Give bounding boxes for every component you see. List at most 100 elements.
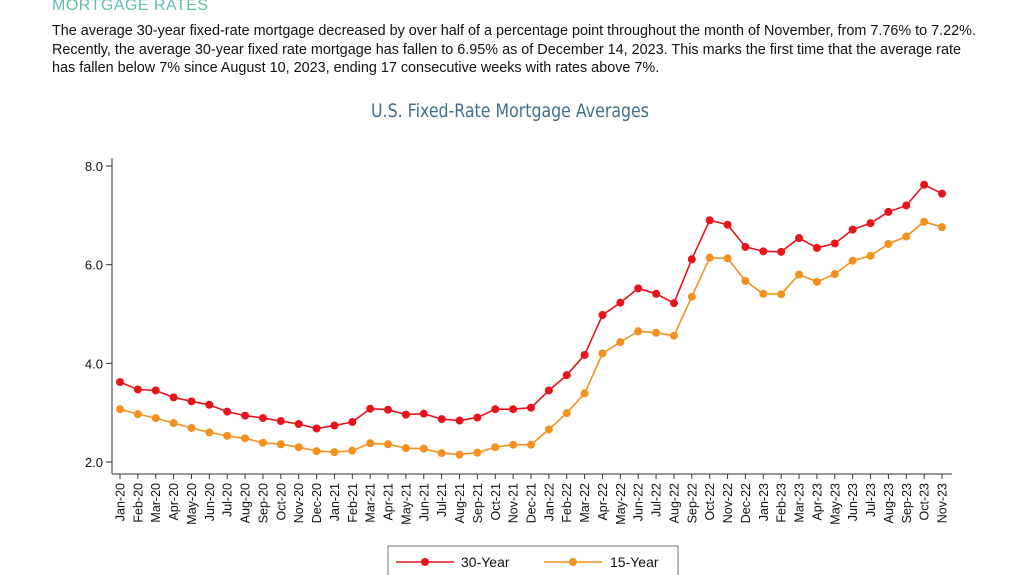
data-point-15-year <box>580 389 589 398</box>
data-point-15-year <box>205 428 214 437</box>
x-tick-label: Nov-20 <box>292 483 306 523</box>
x-tick-label: Mar-23 <box>793 483 807 523</box>
data-point-30-year <box>902 201 911 210</box>
data-point-30-year <box>241 411 250 420</box>
x-tick-label: Apr-22 <box>596 483 610 521</box>
x-tick-label: Jun-23 <box>846 483 860 521</box>
data-point-30-year <box>527 403 535 412</box>
x-tick-label: Oct-20 <box>274 483 288 521</box>
data-point-30-year <box>741 242 750 251</box>
x-tick-label: Nov-23 <box>936 483 950 523</box>
y-tick-label: 6.0 <box>85 258 103 273</box>
data-point-15-year <box>223 431 232 440</box>
x-tick-label: Aug-21 <box>453 483 467 523</box>
legend-marker-30-year <box>421 558 429 566</box>
x-tick-label: Apr-20 <box>167 483 181 521</box>
data-point-30-year <box>330 421 339 430</box>
data-point-30-year <box>258 414 267 423</box>
data-point-30-year <box>884 207 893 216</box>
data-point-15-year <box>366 439 375 448</box>
legend-label-15-year: 15-Year <box>610 554 659 570</box>
data-point-30-year <box>169 393 178 402</box>
data-point-30-year <box>473 413 482 422</box>
data-point-15-year <box>348 446 357 455</box>
x-tick-label: Mar-22 <box>578 483 592 523</box>
data-point-15-year <box>741 276 750 285</box>
x-tick-label: Sep-20 <box>256 483 270 523</box>
data-point-15-year <box>598 349 607 358</box>
x-tick-label: Sep-22 <box>685 483 699 523</box>
data-point-15-year <box>634 327 643 336</box>
x-tick-label: Jun-22 <box>632 483 646 521</box>
x-tick-label: Oct-22 <box>703 483 717 521</box>
data-point-30-year <box>759 247 768 256</box>
data-point-15-year <box>151 414 160 423</box>
data-point-15-year <box>294 443 303 452</box>
data-point-15-year <box>705 253 714 262</box>
data-point-15-year <box>812 277 821 286</box>
x-tick-label: Dec-20 <box>310 483 324 523</box>
data-point-15-year <box>866 251 875 260</box>
data-point-15-year <box>544 425 553 434</box>
data-point-30-year <box>795 234 804 243</box>
data-point-30-year <box>151 386 160 395</box>
data-point-15-year <box>920 217 929 226</box>
x-tick-label: May-23 <box>828 483 842 525</box>
data-point-15-year <box>491 443 500 452</box>
x-tick-label: Jul-20 <box>221 483 235 517</box>
x-tick-label: Jan-23 <box>757 483 771 521</box>
x-tick-label: Aug-22 <box>667 483 681 523</box>
data-point-15-year <box>759 289 768 298</box>
chart-title: U.S. Fixed-Rate Mortgage Averages <box>371 100 649 122</box>
data-point-15-year <box>938 223 946 232</box>
x-tick-label: Jun-20 <box>203 483 217 521</box>
series-layer <box>116 180 946 459</box>
data-point-30-year <box>116 378 124 387</box>
x-tick-label: Sep-23 <box>900 483 914 523</box>
x-tick-label: Oct-23 <box>918 483 932 521</box>
data-point-30-year <box>455 416 464 425</box>
x-tick-label: Feb-20 <box>131 483 145 523</box>
x-tick-label: Nov-22 <box>721 483 735 523</box>
data-point-30-year <box>669 299 678 308</box>
x-tick-label: Nov-21 <box>507 483 521 523</box>
x-tick-label: Jan-21 <box>328 483 342 521</box>
x-tick-label: Mar-21 <box>364 483 378 523</box>
intro-paragraph: The average 30-year fixed-rate mortgage … <box>52 22 982 78</box>
data-point-15-year <box>276 440 285 449</box>
x-tick-label: Jan-20 <box>114 483 128 521</box>
x-tick-label: Jul-21 <box>435 483 449 517</box>
data-point-30-year <box>938 189 946 198</box>
series-15-year <box>116 217 946 459</box>
data-point-30-year <box>723 220 732 229</box>
x-tick-label: Dec-21 <box>525 483 539 523</box>
data-point-30-year <box>223 407 232 416</box>
data-point-15-year <box>241 434 250 443</box>
x-tick-label: May-22 <box>614 483 628 525</box>
data-point-30-year <box>312 424 321 433</box>
data-point-15-year <box>455 450 464 459</box>
x-tick-label: May-21 <box>399 483 413 525</box>
x-tick-label: Apr-21 <box>382 483 396 521</box>
x-tick-label: Apr-23 <box>810 483 824 521</box>
x-tick-label: Jan-22 <box>542 483 556 521</box>
data-point-15-year <box>401 444 410 453</box>
x-tick-label: May-20 <box>185 483 199 525</box>
data-point-30-year <box>366 404 375 413</box>
x-tick-label: Jul-22 <box>650 483 664 517</box>
data-point-15-year <box>384 440 393 449</box>
data-point-30-year <box>509 405 518 414</box>
data-point-30-year <box>598 310 607 319</box>
data-point-30-year <box>133 385 142 394</box>
data-point-15-year <box>902 232 911 241</box>
data-point-30-year <box>634 284 643 293</box>
data-point-15-year <box>830 270 839 279</box>
series-30-year <box>116 180 946 433</box>
data-point-15-year <box>312 447 321 456</box>
data-point-30-year <box>777 247 786 256</box>
y-tick-label: 2.0 <box>85 455 103 470</box>
data-point-30-year <box>348 418 357 427</box>
data-point-15-year <box>169 419 178 428</box>
x-tick-label: Feb-23 <box>775 483 789 523</box>
